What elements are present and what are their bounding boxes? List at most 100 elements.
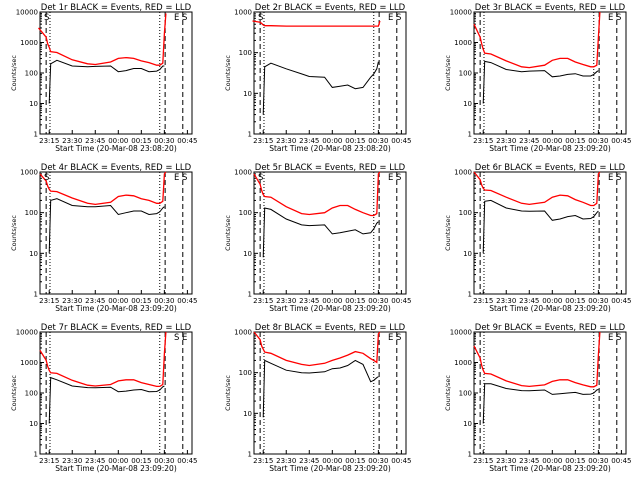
y-tick-label: 100 — [25, 209, 38, 217]
x-tick-label: 00:15 — [345, 297, 365, 305]
y-tick-label: 1 — [248, 291, 252, 299]
x-tick-label: 00:00 — [108, 297, 128, 305]
y-tick-label: 100 — [25, 390, 38, 398]
x-tick-label: 00:15 — [131, 297, 151, 305]
events-series-line — [262, 61, 379, 115]
y-tick-label: 10 — [29, 250, 38, 258]
y-tick-label: 1 — [468, 451, 472, 459]
segment-marker: E — [388, 173, 393, 183]
y-tick-label: 1000 — [234, 329, 252, 337]
plot-frame — [39, 11, 193, 135]
panel-6: Det 6r BLACK = Events, RED = LLD 1 10 100 10… — [444, 163, 631, 313]
panel-5: Det 5r BLACK = Events, RED = LLD 1 10 100 10… — [224, 163, 411, 313]
segment-marker: E — [182, 333, 187, 343]
y-tick-label: 10000 — [450, 9, 472, 17]
y-tick-label: 10 — [243, 250, 252, 258]
panel-title: Det 9r BLACK = Events, RED = LLD — [475, 323, 626, 333]
lld-series-line — [39, 171, 167, 206]
y-tick-label: 100 — [25, 70, 38, 78]
segment-marker: E — [388, 333, 393, 343]
x-axis-title: Start Time (20-Mar-08 23:09:20) — [489, 144, 611, 153]
y-tick-label: 10 — [29, 100, 38, 108]
x-axis-title: Start Time (20-Mar-08 23:08:20) — [55, 144, 177, 153]
x-tick-label: 23:45 — [85, 137, 105, 145]
y-axis-title: Counts/sec — [224, 55, 232, 91]
x-tick-label: 23:45 — [85, 297, 105, 305]
x-tick-label: 00:00 — [542, 457, 562, 465]
x-tick-label: 23:45 — [519, 297, 539, 305]
x-axis-title: Start Time (20-Mar-08 23:09:20) — [55, 464, 177, 473]
x-tick-label: 00:30 — [588, 137, 608, 145]
events-series-line — [48, 376, 165, 424]
x-tick-label: 23:45 — [519, 137, 539, 145]
y-tick-label: 10000 — [450, 329, 472, 337]
plot-frame — [253, 11, 407, 135]
y-tick-label: 1000 — [234, 9, 252, 17]
lld-series-line — [252, 20, 381, 27]
panel-title: Det 2r BLACK = Events, RED = LLD — [255, 3, 406, 13]
segment-marker: E — [608, 333, 613, 343]
segment-marker: S — [616, 333, 621, 343]
y-tick-label: 10 — [463, 420, 472, 428]
y-tick-label: 100 — [459, 209, 472, 217]
y-axis-title: Counts/sec — [224, 375, 232, 411]
segment-marker: S — [182, 173, 187, 183]
x-tick-label: 00:30 — [368, 457, 388, 465]
y-axis-title: Counts/sec — [444, 215, 452, 251]
panel-title: Det 8r BLACK = Events, RED = LLD — [255, 323, 406, 333]
panel-8: Det 8r BLACK = Events, RED = LLD 1 10 100 10… — [224, 323, 411, 473]
x-tick-label: 00:00 — [322, 137, 342, 145]
x-axis-title: Start Time (20-Mar-08 23:09:20) — [489, 464, 611, 473]
y-tick-label: 100 — [459, 390, 472, 398]
y-tick-label: 100 — [459, 70, 472, 78]
lld-series-line — [253, 171, 381, 217]
segment-marker: S — [258, 173, 263, 183]
y-tick-label: 10 — [243, 90, 252, 98]
x-tick-label: 00:00 — [108, 457, 128, 465]
y-tick-label: 10 — [463, 100, 472, 108]
y-tick-label: 1000 — [454, 39, 472, 47]
segment-marker: S — [44, 173, 49, 183]
y-tick-label: 1000 — [20, 359, 38, 367]
y-tick-label: 10000 — [16, 9, 38, 17]
x-tick-label: 00:30 — [154, 137, 174, 145]
y-tick-label: 100 — [239, 369, 252, 377]
plot-frame — [473, 11, 627, 135]
plot-frame — [39, 331, 193, 455]
x-tick-label: 23:15 — [253, 137, 273, 145]
x-tick-label: 23:45 — [299, 297, 319, 305]
segment-marker: S — [44, 13, 49, 23]
x-tick-label: 00:15 — [131, 457, 151, 465]
x-tick-label: 23:30 — [62, 297, 82, 305]
x-tick-label: 00:45 — [391, 297, 411, 305]
x-tick-label: 23:15 — [39, 297, 59, 305]
y-tick-label: 1000 — [20, 39, 38, 47]
x-tick-label: 00:15 — [131, 137, 151, 145]
x-tick-label: 00:45 — [391, 457, 411, 465]
lld-series-line — [473, 171, 601, 207]
plot-frame — [473, 171, 627, 295]
x-tick-label: 23:45 — [299, 137, 319, 145]
x-tick-label: 00:45 — [177, 457, 197, 465]
y-tick-label: 1000 — [454, 359, 472, 367]
events-series-line — [262, 359, 379, 418]
y-tick-label: 10 — [463, 250, 472, 258]
x-tick-label: 00:45 — [611, 137, 631, 145]
y-tick-label: 100 — [239, 209, 252, 217]
y-tick-label: 1000 — [454, 169, 472, 177]
x-tick-label: 00:45 — [611, 297, 631, 305]
x-tick-label: 00:00 — [322, 297, 342, 305]
events-series-line — [482, 383, 599, 424]
y-tick-label: 10 — [243, 410, 252, 418]
panel-3: Det 3r BLACK = Events, RED = LLD 1 10 100 10… — [444, 3, 631, 153]
events-series-line — [482, 60, 599, 104]
y-axis-title: Counts/sec — [10, 55, 18, 91]
segment-marker: E — [174, 173, 179, 183]
x-tick-label: 23:15 — [253, 297, 273, 305]
segment-marker: E — [608, 13, 613, 23]
x-tick-label: 00:30 — [154, 457, 174, 465]
panel-title: Det 5r BLACK = Events, RED = LLD — [255, 163, 406, 173]
segment-marker: E — [608, 173, 613, 183]
x-tick-label: 00:30 — [154, 297, 174, 305]
panel-7: Det 7r BLACK = Events, RED = LLD 1 10 100 10… — [10, 323, 197, 473]
